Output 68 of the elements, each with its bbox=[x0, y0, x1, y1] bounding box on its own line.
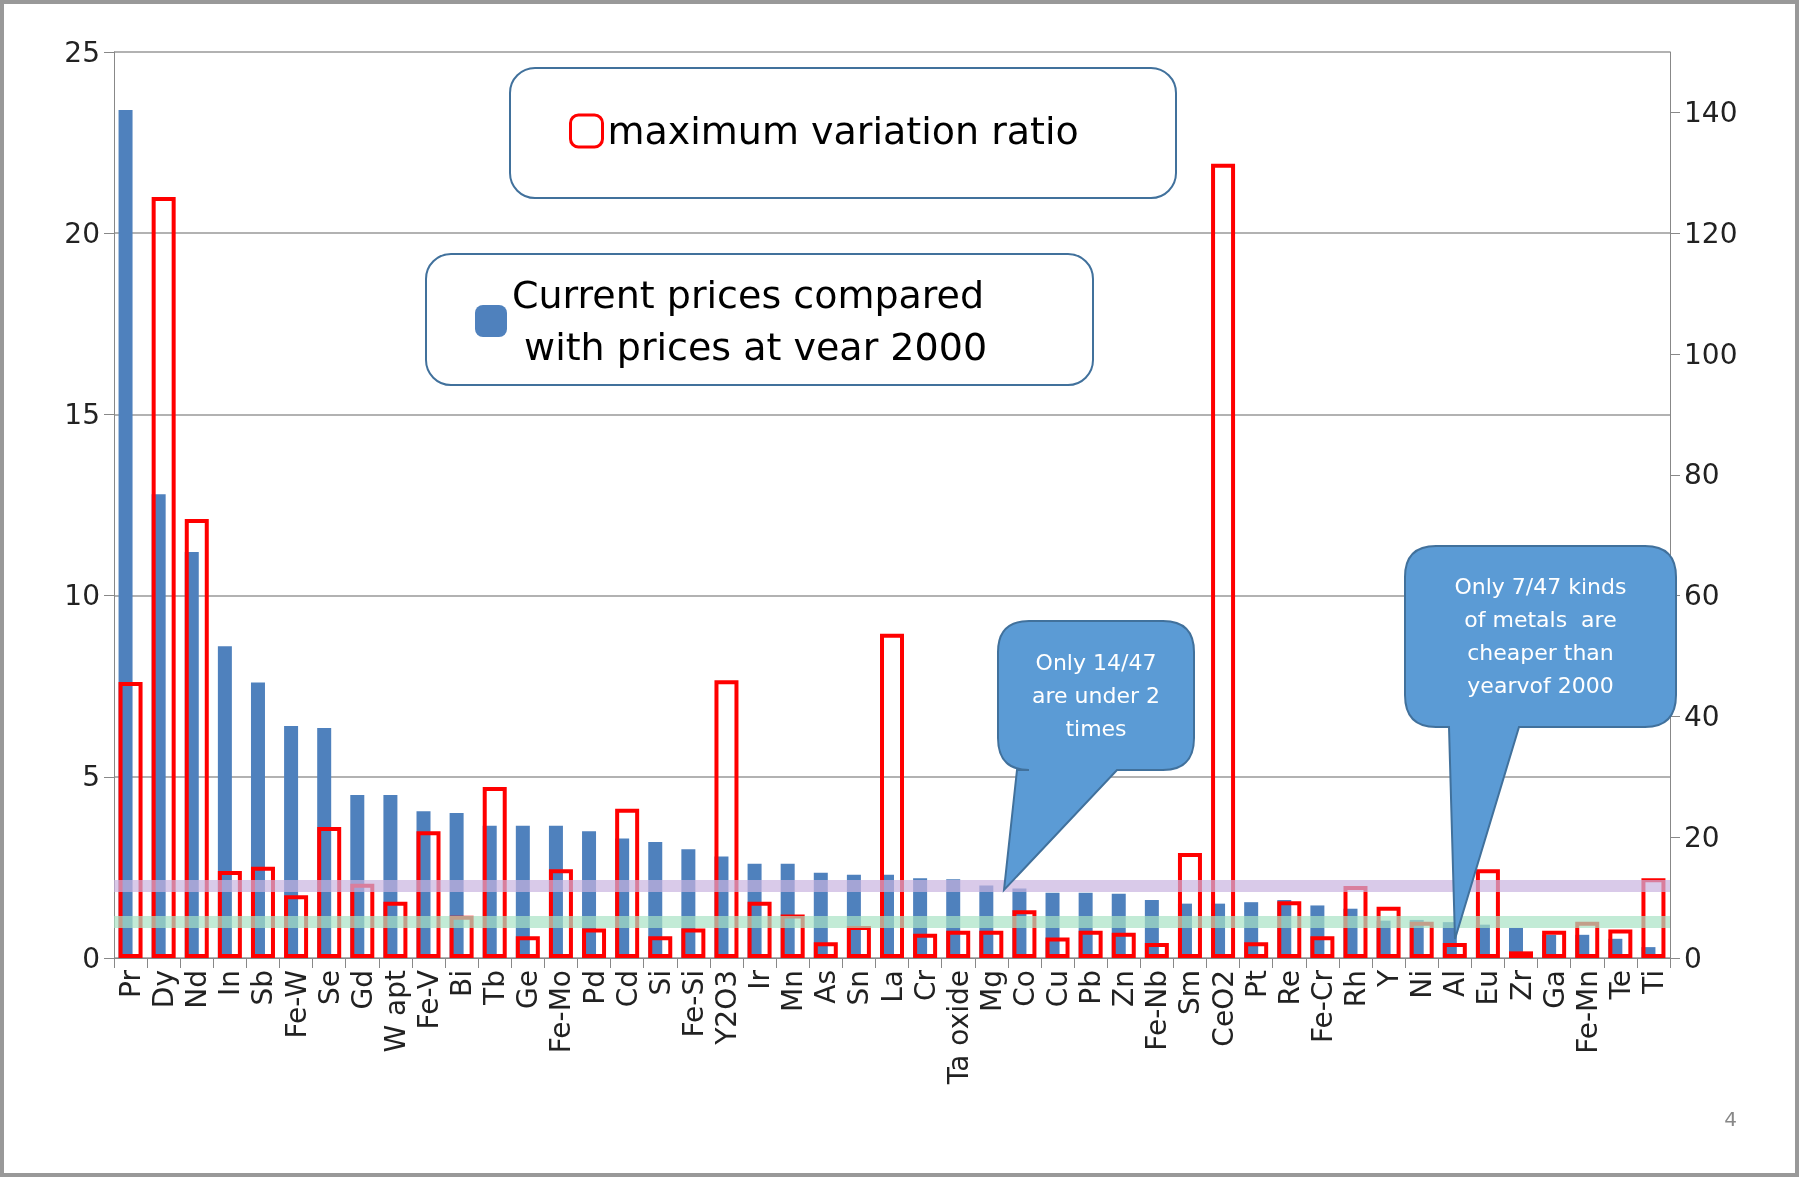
text: 4 bbox=[1724, 1107, 1737, 1131]
x-tick-label: Sn bbox=[842, 970, 876, 1006]
y-tick-label: 25 bbox=[64, 35, 100, 69]
y2-tick-label: 20 bbox=[1684, 820, 1720, 854]
x-tick-label: Fe-W bbox=[279, 970, 313, 1039]
x-tick-label: Cu bbox=[1041, 970, 1075, 1008]
x-tick-label: Ge bbox=[511, 970, 545, 1009]
x-tick-label: Nd bbox=[180, 970, 214, 1009]
x-tick-label: CeO2 bbox=[1206, 970, 1240, 1047]
y2-tick-label: 40 bbox=[1684, 699, 1720, 733]
y-tick-label: 20 bbox=[64, 216, 100, 250]
y2-tick-label: 80 bbox=[1684, 458, 1720, 492]
x-tick-label: Te bbox=[1603, 970, 1637, 1001]
y-tick-label: 5 bbox=[82, 760, 100, 794]
x-tick-label: Ir bbox=[743, 969, 777, 990]
y2-tick-label: 100 bbox=[1684, 337, 1738, 371]
x-tick-label: Zr bbox=[1504, 969, 1538, 1001]
x-tick-label: Tb bbox=[478, 970, 512, 1006]
x-tick-label: Fe-Mo bbox=[544, 970, 578, 1054]
x-tick-label: Ti bbox=[1636, 970, 1670, 996]
annotation: Only 7/47 kinds of metals are cheaper than yearvof 2000 bbox=[1453, 573, 1628, 700]
x-tick-label: In bbox=[213, 970, 247, 997]
x-tick-label: Ni bbox=[1405, 970, 1439, 999]
x-tick-label: Re bbox=[1272, 970, 1306, 1006]
x-tick-label: Co bbox=[1007, 970, 1041, 1007]
x-tick-label: Fe-Cr bbox=[1305, 969, 1339, 1043]
x-tick-label: La bbox=[875, 970, 909, 1003]
x-tick-label: Y bbox=[1372, 969, 1406, 989]
x-tick-label: Ta oxide bbox=[941, 970, 975, 1086]
x-tick-label: Zn bbox=[1107, 970, 1141, 1007]
x-tick-label: W apt bbox=[378, 969, 412, 1053]
x-tick-label: Se bbox=[312, 970, 346, 1005]
y-tick-label: 15 bbox=[64, 397, 100, 431]
x-tick-label: Pd bbox=[577, 970, 611, 1005]
y2-tick-label: 60 bbox=[1684, 579, 1720, 613]
speech-bubble: Only 14/47 are under 2 times bbox=[997, 620, 1195, 891]
x-tick-label: Cr bbox=[908, 969, 942, 1002]
x-tick-label: Bi bbox=[445, 970, 479, 997]
x-tick-label: Fe-Si bbox=[676, 970, 710, 1038]
x-tick-label: Mg bbox=[974, 970, 1008, 1012]
legend-label: Current prices compared with prices at vear 2000 bbox=[512, 273, 988, 369]
x-tick-label: Dy bbox=[147, 970, 181, 1009]
legend-label: maximum variation ratio bbox=[607, 109, 1079, 153]
y-tick-label: 0 bbox=[82, 941, 100, 975]
speech-bubble: Only 7/47 kinds of metals are cheaper than yearvof 2000 bbox=[1404, 545, 1677, 940]
x-tick-label: Pr bbox=[114, 969, 148, 998]
x-tick-label: Al bbox=[1438, 970, 1472, 997]
y2-tick-label: 140 bbox=[1684, 95, 1738, 129]
x-tick-label: Pb bbox=[1074, 970, 1108, 1005]
y-tick-label: 10 bbox=[64, 579, 100, 613]
x-tick-label: Eu bbox=[1471, 970, 1505, 1006]
x-tick-label: Si bbox=[643, 970, 677, 996]
x-tick-label: Fe-Mn bbox=[1570, 970, 1604, 1054]
x-tick-label: Cd bbox=[610, 970, 644, 1008]
x-tick-label: Ga bbox=[1537, 970, 1571, 1009]
x-tick-label: Gd bbox=[345, 970, 379, 1010]
x-tick-label: Pt bbox=[1239, 969, 1273, 998]
x-tick-label: Fe-Nb bbox=[1140, 970, 1174, 1051]
x-tick-label: Fe-V bbox=[412, 970, 446, 1030]
x-tick-label: Mn bbox=[776, 970, 810, 1012]
x-tick-label: Sb bbox=[246, 970, 280, 1006]
x-tick-label: Sm bbox=[1173, 970, 1207, 1016]
annotation: Only 14/47 are under 2 times bbox=[1031, 648, 1161, 743]
y2-tick-label: 120 bbox=[1684, 216, 1738, 250]
x-tick-label: As bbox=[809, 970, 843, 1004]
y2-tick-label: 0 bbox=[1684, 941, 1702, 975]
x-tick-label: Rh bbox=[1338, 970, 1372, 1008]
x-tick-label: Y2O3 bbox=[709, 970, 743, 1046]
